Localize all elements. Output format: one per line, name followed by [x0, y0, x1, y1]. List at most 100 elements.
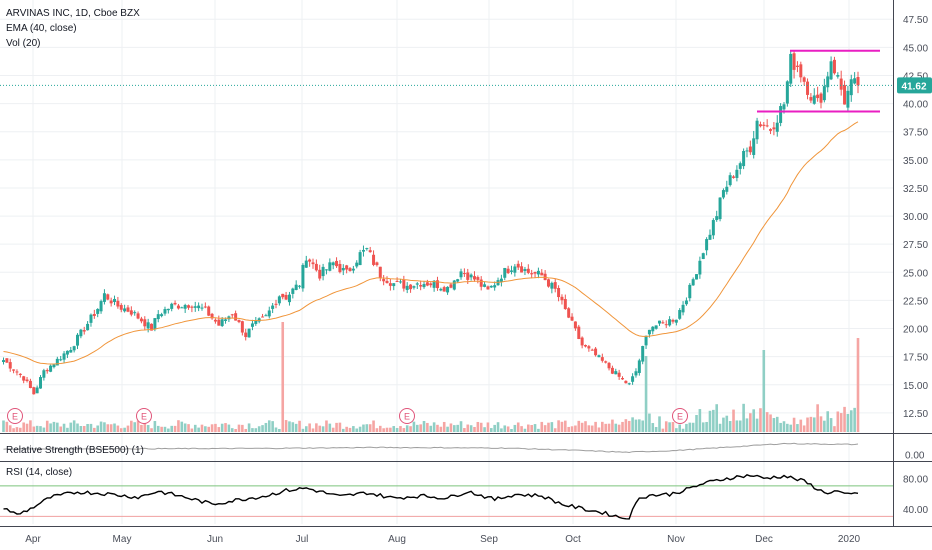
- candle-body: [728, 175, 732, 186]
- candle-body: [523, 269, 527, 271]
- volume-bar: [574, 425, 577, 432]
- volume-bar: [789, 424, 793, 432]
- horizontal-levels[interactable]: [757, 49, 880, 113]
- volume-bar: [560, 421, 564, 432]
- candle-body: [156, 314, 160, 320]
- candle-body: [190, 306, 194, 308]
- candle-body: [217, 319, 221, 326]
- candle-body: [775, 122, 779, 132]
- volume-bar: [449, 423, 453, 432]
- candle-body: [570, 316, 574, 321]
- volume-bar: [372, 420, 375, 432]
- candle-body: [614, 371, 618, 375]
- candle-body: [587, 346, 591, 349]
- earnings-marker[interactable]: E: [136, 408, 152, 424]
- candle-body: [398, 281, 402, 283]
- candle-body: [200, 307, 204, 309]
- volume-bar: [318, 425, 322, 432]
- volume-bar: [294, 423, 298, 432]
- time-tick-label: Jul: [296, 534, 309, 545]
- volume-bar: [130, 420, 133, 432]
- volume-bar: [116, 425, 120, 432]
- candle-body: [203, 306, 207, 308]
- volume-bar: [796, 424, 799, 432]
- volume-bar: [769, 414, 772, 432]
- candle-body: [631, 376, 635, 382]
- candle-body: [509, 270, 513, 272]
- candle-body: [439, 288, 443, 291]
- earnings-marker[interactable]: E: [672, 408, 688, 424]
- candle-body: [748, 146, 752, 153]
- volume-bar: [348, 427, 352, 432]
- volume-bar: [510, 428, 513, 432]
- candle-body: [281, 293, 285, 298]
- volume-bar: [392, 426, 396, 432]
- volume-bar: [220, 423, 224, 432]
- volume-bar: [56, 422, 59, 432]
- candle-body: [641, 346, 645, 362]
- candle-body: [99, 301, 103, 312]
- volume-bar: [550, 422, 554, 432]
- candle-body: [193, 306, 197, 308]
- candle-body: [701, 253, 705, 259]
- volume-bar: [412, 421, 416, 432]
- candle-body: [533, 272, 537, 274]
- candle-body: [526, 268, 530, 273]
- volume-bar: [570, 426, 574, 432]
- earnings-marker[interactable]: E: [7, 408, 23, 424]
- candle-body: [92, 314, 96, 316]
- candle-body: [382, 279, 386, 282]
- volume-bar: [597, 427, 601, 432]
- volume-bar: [601, 421, 604, 432]
- candle-body: [604, 361, 608, 363]
- time-tick-label: Dec: [755, 534, 773, 545]
- candle-body: [348, 268, 352, 271]
- volume-bar: [503, 425, 507, 432]
- candle-body: [264, 315, 268, 317]
- volume-bar: [123, 427, 126, 432]
- time-tick-label: Jun: [207, 534, 223, 545]
- volume-bar: [150, 428, 153, 432]
- volume-bar: [291, 422, 295, 432]
- candle-body: [429, 283, 433, 286]
- volume-bar: [590, 425, 594, 432]
- volume-bar: [180, 421, 184, 432]
- candle-body: [832, 59, 836, 74]
- candle-body: [812, 95, 816, 104]
- volume-bar: [32, 426, 36, 432]
- candle-body: [213, 319, 217, 322]
- candle-body: [721, 190, 725, 198]
- candle-body: [163, 309, 167, 314]
- candle-body: [129, 310, 133, 315]
- candle-body: [449, 284, 453, 288]
- candle-body: [779, 106, 783, 123]
- candle-body: [647, 329, 651, 335]
- price-tick-label: 40.00: [903, 100, 928, 111]
- candle-body: [671, 319, 675, 322]
- volume-bar: [779, 422, 782, 432]
- volume-bar: [163, 426, 167, 432]
- volume-bar: [533, 424, 537, 432]
- candle-body: [563, 299, 567, 310]
- volume-bar: [136, 420, 140, 432]
- candle-body: [624, 380, 628, 384]
- candle-body: [210, 313, 214, 319]
- candle-body: [388, 283, 392, 286]
- volume-bar: [513, 424, 517, 432]
- volume-bar: [584, 421, 587, 432]
- legend-relative-strength: Relative Strength (BSE500) (1): [6, 445, 144, 456]
- candle-body: [324, 269, 328, 271]
- candle-body: [769, 129, 773, 131]
- volume-bar: [99, 421, 103, 432]
- candle-body: [170, 303, 174, 309]
- candle-body: [476, 277, 480, 280]
- volume-bar: [160, 426, 163, 432]
- candle-body: [102, 293, 106, 302]
- earnings-marker[interactable]: E: [399, 408, 415, 424]
- volume-bar: [345, 426, 348, 432]
- volume-bar: [664, 421, 668, 432]
- volume-bar: [523, 428, 527, 432]
